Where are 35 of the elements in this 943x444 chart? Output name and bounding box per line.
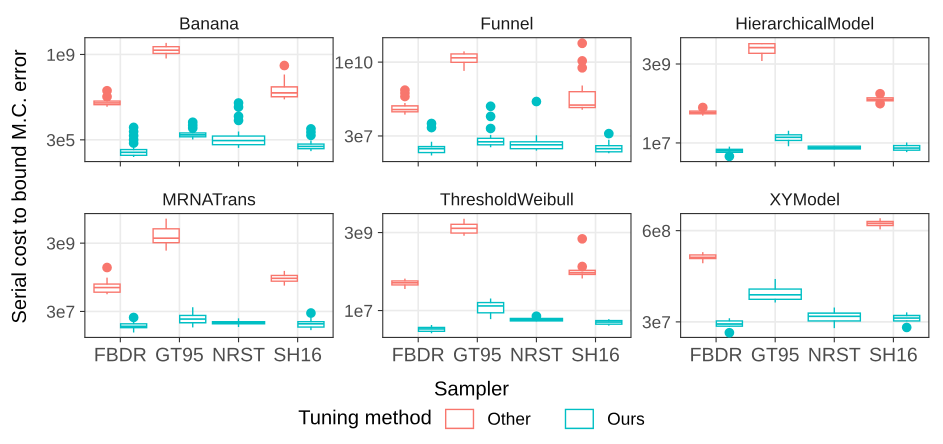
x-tick-label: GT95 xyxy=(454,348,501,362)
chart-title: MRNATrans xyxy=(164,193,256,206)
x-tick-label: SH16 xyxy=(572,348,619,362)
chart-title: HierarchicalModel xyxy=(736,16,874,30)
y-tick-label: 6e8 xyxy=(642,224,670,238)
x-axis-title: Sampler xyxy=(434,380,509,400)
chart-title: ThresholdWeibull xyxy=(440,192,573,206)
x-tick-label: NRST xyxy=(214,348,265,362)
y-tick-label: 3e9 xyxy=(46,237,74,250)
chart-title: Banana xyxy=(180,17,239,30)
y-tick-label: 1e7 xyxy=(643,137,670,150)
legend-label: Other xyxy=(488,412,530,425)
x-tick-label: FBDR xyxy=(95,348,146,362)
y-tick-label: 3e9 xyxy=(344,226,372,240)
y-tick-label: 1e10 xyxy=(336,56,372,69)
y-tick-label: 3e7 xyxy=(46,306,74,318)
y-tick-label: 3e5 xyxy=(46,134,74,146)
x-tick-label: GT95 xyxy=(752,348,799,362)
chart-title: Funnel xyxy=(482,16,532,30)
x-tick-label: NRST xyxy=(512,348,562,362)
x-tick-label: SH16 xyxy=(870,348,917,362)
legend-label: Ours xyxy=(608,412,644,425)
y-tick-label: 1e7 xyxy=(345,304,372,318)
x-tick-label: NRST xyxy=(809,348,860,362)
y-tick-label: 1e9 xyxy=(48,48,74,61)
x-tick-label: FBDR xyxy=(691,348,742,362)
y-tick-label: 3e7 xyxy=(642,316,670,328)
y-tick-label: 3e7 xyxy=(344,130,372,142)
x-tick-label: FBDR xyxy=(393,348,444,362)
x-tick-label: SH16 xyxy=(274,348,322,362)
chart-title: XYModel xyxy=(770,192,839,206)
legend-title: Tuning method xyxy=(298,410,431,428)
y-tick-label: 3e9 xyxy=(642,58,670,70)
y-axis-title: Serial cost to bound M.C. error xyxy=(11,50,26,323)
x-tick-label: GT95 xyxy=(156,348,203,362)
